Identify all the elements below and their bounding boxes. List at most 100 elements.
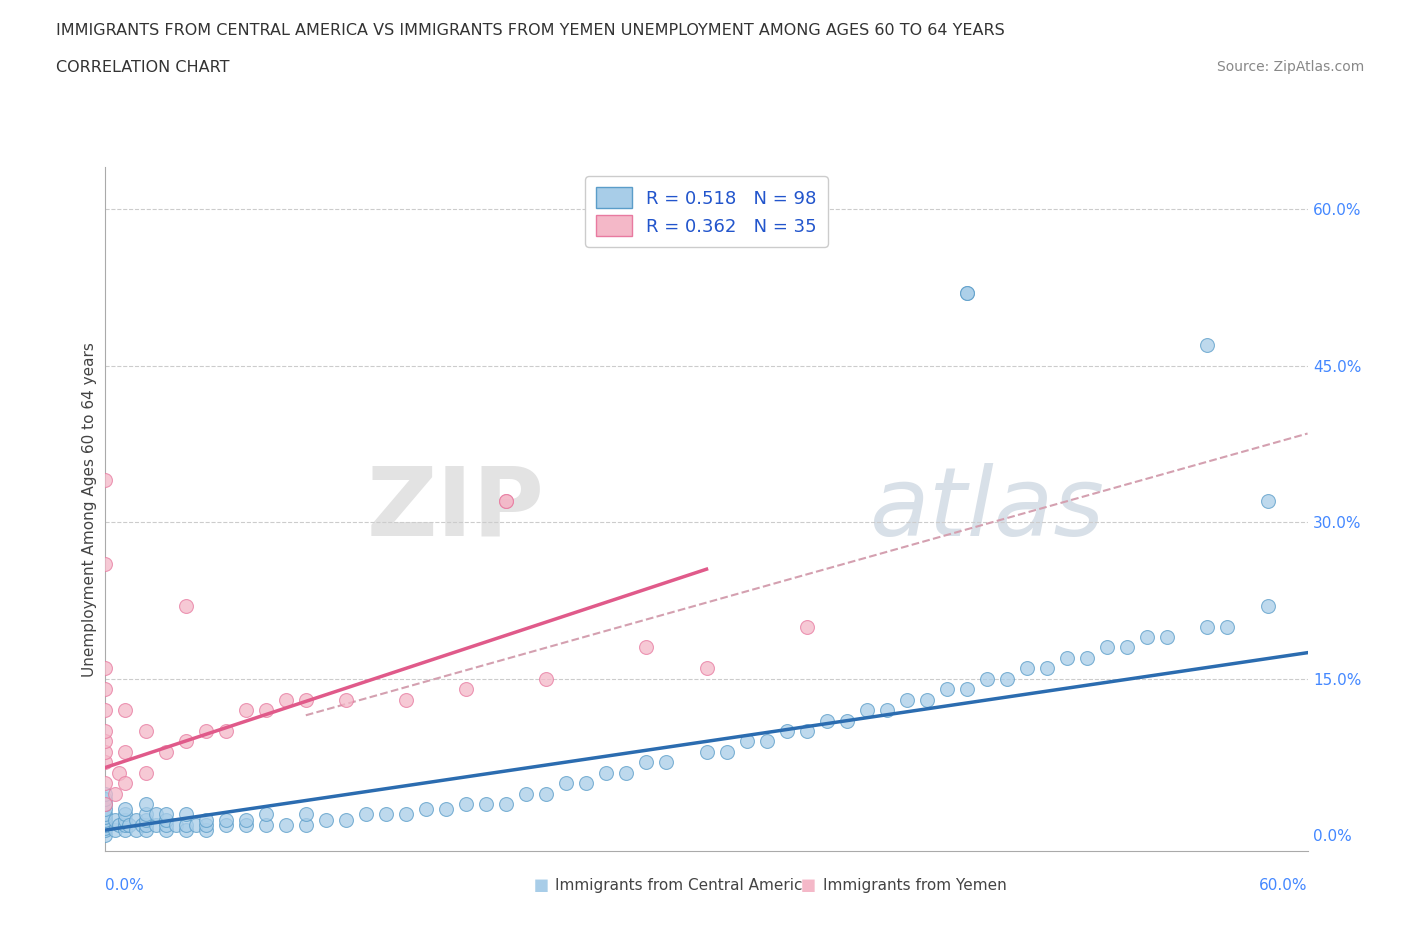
Point <box>104 786 127 801</box>
Point <box>495 494 517 509</box>
Point <box>114 744 136 759</box>
Point <box>104 823 127 838</box>
Point <box>135 724 157 738</box>
Point <box>235 817 257 832</box>
Text: Immigrants from Yemen: Immigrants from Yemen <box>823 878 1007 893</box>
Point <box>155 744 177 759</box>
Point <box>94 802 117 817</box>
Point <box>254 703 277 718</box>
Point <box>94 734 117 749</box>
Point <box>214 812 236 827</box>
Point <box>636 755 658 770</box>
Y-axis label: Unemployment Among Ages 60 to 64 years: Unemployment Among Ages 60 to 64 years <box>82 341 97 677</box>
Point <box>94 797 117 812</box>
Point <box>315 812 337 827</box>
Point <box>976 671 998 686</box>
Point <box>135 797 157 812</box>
Point <box>94 812 117 827</box>
Point <box>104 812 127 827</box>
Point <box>235 812 257 827</box>
Point <box>94 820 117 835</box>
Point <box>194 817 217 832</box>
Point <box>114 776 136 790</box>
Point <box>575 776 598 790</box>
Point <box>94 817 117 832</box>
Point <box>1197 619 1219 634</box>
Point <box>135 817 157 832</box>
Point <box>956 286 979 300</box>
Point <box>118 817 141 832</box>
Point <box>915 692 938 707</box>
Point <box>495 494 517 509</box>
Point <box>94 703 117 718</box>
Point <box>555 776 578 790</box>
Text: ZIP: ZIP <box>367 463 544 556</box>
Point <box>194 812 217 827</box>
Point <box>636 640 658 655</box>
Point <box>94 473 117 488</box>
Point <box>155 823 177 838</box>
Point <box>94 791 117 806</box>
Point <box>956 286 979 300</box>
Point <box>174 817 197 832</box>
Point <box>755 734 778 749</box>
Point <box>114 802 136 817</box>
Point <box>956 682 979 697</box>
Point <box>1116 640 1139 655</box>
Point <box>716 744 738 759</box>
Point <box>354 807 377 822</box>
Point <box>94 776 117 790</box>
Point <box>94 823 117 838</box>
Text: Source: ZipAtlas.com: Source: ZipAtlas.com <box>1216 60 1364 74</box>
Point <box>114 812 136 827</box>
Point <box>735 734 758 749</box>
Point <box>94 809 117 824</box>
Point <box>94 786 117 801</box>
Text: ▪: ▪ <box>800 873 817 897</box>
Point <box>896 692 918 707</box>
Point <box>135 812 157 827</box>
Point <box>1136 630 1159 644</box>
Point <box>515 786 537 801</box>
Point <box>214 817 236 832</box>
Point <box>184 817 207 832</box>
Point <box>194 724 217 738</box>
Point <box>194 823 217 838</box>
Point <box>936 682 959 697</box>
Point <box>94 755 117 770</box>
Point <box>454 797 477 812</box>
Point <box>124 812 146 827</box>
Point <box>796 724 818 738</box>
Point <box>135 807 157 822</box>
Point <box>335 692 357 707</box>
Point <box>124 823 146 838</box>
Point <box>94 807 117 822</box>
Point <box>274 817 297 832</box>
Point <box>94 556 117 571</box>
Point <box>94 661 117 676</box>
Point <box>131 817 153 832</box>
Point <box>165 817 187 832</box>
Point <box>1076 650 1098 665</box>
Point <box>835 713 858 728</box>
Point <box>696 744 718 759</box>
Point <box>1197 338 1219 352</box>
Point <box>94 744 117 759</box>
Point <box>495 797 517 812</box>
Point <box>145 817 167 832</box>
Point <box>395 692 418 707</box>
Point <box>1216 619 1239 634</box>
Point <box>155 807 177 822</box>
Point <box>94 724 117 738</box>
Text: 0.0%: 0.0% <box>105 878 145 893</box>
Point <box>1156 630 1178 644</box>
Point <box>595 765 617 780</box>
Point <box>174 734 197 749</box>
Point <box>876 703 898 718</box>
Point <box>114 823 136 838</box>
Point <box>174 598 197 613</box>
Text: 60.0%: 60.0% <box>1260 878 1308 893</box>
Point <box>94 816 117 830</box>
Point <box>94 682 117 697</box>
Point <box>254 807 277 822</box>
